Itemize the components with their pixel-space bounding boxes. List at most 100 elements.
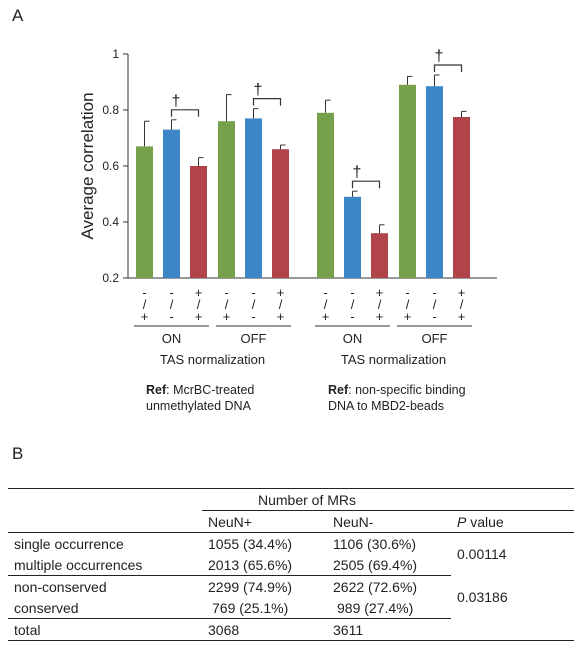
condition-symbol: + [458, 285, 466, 300]
condition-symbol: + [195, 285, 203, 300]
bar [136, 146, 153, 278]
col-header-neunp: NeuN+ [202, 510, 327, 533]
condition-symbol: / [324, 297, 328, 312]
cell-neunp: 2013 (65.6%) [202, 554, 327, 576]
col-header-pvalue: P value [451, 510, 574, 533]
bar [371, 233, 388, 278]
bar [344, 196, 361, 278]
condition-symbol: / [225, 297, 229, 312]
y-tick-label: 0.4 [102, 215, 119, 229]
y-tick-label: 1 [112, 47, 119, 61]
condition-symbol: - [169, 309, 173, 324]
condition-symbol: - [251, 309, 255, 324]
subgroup-label: OFF [422, 331, 448, 346]
condition-symbol: - [405, 285, 409, 300]
table-header-row: NeuN+ NeuN- P value [8, 510, 574, 533]
significance-dagger: † [435, 48, 444, 65]
table-row: multiple occurrences 2013 (65.6%) 2505 (… [8, 554, 574, 576]
condition-symbol: / [460, 297, 464, 312]
subgroup-label: OFF [241, 331, 267, 346]
row-label: total [8, 618, 202, 641]
cell-neunm: 2622 (72.6%) [333, 578, 418, 595]
bar [453, 117, 470, 278]
x-axis-caption: TAS normalization [341, 352, 446, 367]
col-header-neunm: NeuN- [327, 510, 451, 533]
table-row: single occurrence 1055 (34.4%) 1106 (30.… [8, 533, 574, 563]
table-row: total 3068 3611 [8, 618, 574, 641]
table-row: non-conserved 2299 (74.9%) 2622 (72.6%) … [8, 576, 574, 606]
ref-text: : McrBC-treated [166, 383, 255, 397]
ref-text: DNA to MBD2-beads [328, 399, 445, 413]
bar [163, 129, 180, 278]
significance-bracket [170, 109, 200, 117]
condition-symbol: + [322, 309, 330, 324]
cell-pvalue: 0.00114 [457, 546, 507, 563]
cell-neunp: 2299 (74.9%) [208, 578, 293, 595]
condition-symbol: - [251, 285, 255, 300]
condition-symbol: / [279, 297, 283, 312]
condition-symbol: / [143, 297, 147, 312]
ref-text: unmethylated DNA [146, 399, 251, 413]
ref-bold: Ref [328, 383, 349, 397]
bar [272, 149, 289, 278]
header-group-text: Number of MRs [258, 491, 357, 508]
row-label: conserved [8, 597, 202, 619]
panel-a-label: A [12, 6, 24, 25]
condition-symbol: / [433, 297, 437, 312]
condition-symbol: + [458, 309, 466, 324]
y-tick-label: 0.2 [102, 271, 119, 285]
table-row: conserved 769 (25.1%) 989 (27.4%) [8, 597, 574, 619]
condition-symbol: + [376, 285, 384, 300]
significance-dagger: † [353, 164, 362, 181]
condition-symbol: - [142, 285, 146, 300]
condition-symbol: - [169, 285, 173, 300]
bar [426, 86, 443, 278]
p-italic: P [457, 513, 467, 530]
cell-empty [451, 618, 574, 641]
cell-neunm: 3611 [327, 618, 451, 641]
significance-dagger: † [172, 93, 181, 110]
cell-neunm: 989 (27.4%) [327, 597, 451, 619]
condition-symbol: / [197, 297, 201, 312]
ref-caption-left: Ref: McrBC-treated unmethylated DNA [146, 382, 254, 414]
cell-neunm: 1106 (30.6%) [333, 535, 417, 552]
condition-symbol: / [170, 297, 174, 312]
ref-bold: Ref [146, 383, 167, 397]
condition-symbol: - [323, 285, 327, 300]
condition-symbol: / [351, 297, 355, 312]
cell-neunp: 3068 [202, 618, 327, 641]
subgroup-label: ON [343, 331, 363, 346]
condition-symbol: + [223, 309, 231, 324]
significance-bracket [351, 180, 381, 189]
row-label: multiple occurrences [8, 554, 202, 576]
x-axis-caption: TAS normalization [160, 352, 265, 367]
condition-symbol: / [378, 297, 382, 312]
row-label: non-conserved [14, 578, 107, 595]
condition-symbol: - [224, 285, 228, 300]
table-header-group-row: Number of MRs [8, 488, 574, 511]
bar [399, 84, 416, 278]
ref-text: : non-specific binding [348, 383, 466, 397]
cell-neunp: 769 (25.1%) [202, 597, 327, 619]
significance-bracket [433, 64, 463, 72]
subgroup-label: ON [162, 331, 182, 346]
condition-symbol: / [252, 297, 256, 312]
cell-pvalue: 0.03186 [457, 589, 508, 605]
condition-symbol: + [195, 309, 203, 324]
condition-symbol: / [406, 297, 410, 312]
bar [190, 166, 207, 278]
cell-neunp: 1055 (34.4%) [208, 535, 293, 552]
bar [218, 121, 235, 278]
mr-count-table: Number of MRs NeuN+ NeuN- P value single… [8, 488, 574, 641]
panel-b-label: B [12, 444, 24, 463]
ref-caption-right: Ref: non-specific binding DNA to MBD2-be… [328, 382, 466, 414]
significance-bracket [252, 98, 282, 106]
cell-neunm: 2505 (69.4%) [327, 554, 451, 576]
condition-symbol: - [432, 285, 436, 300]
condition-symbol: + [141, 309, 149, 324]
condition-symbol: + [277, 309, 285, 324]
condition-symbol: + [277, 285, 285, 300]
y-tick-label: 0.8 [102, 103, 119, 117]
y-axis-label: Average correlation [78, 92, 97, 239]
